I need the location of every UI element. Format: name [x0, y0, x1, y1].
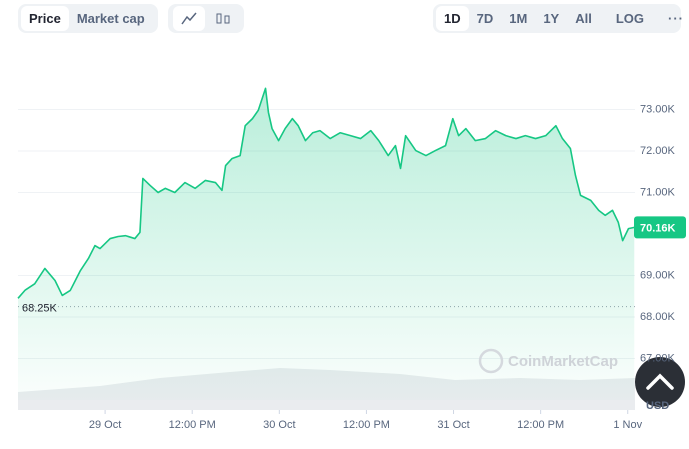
range-button[interactable]: 1M — [509, 11, 528, 26]
candle-icon[interactable] — [224, 15, 230, 24]
x-tick-label: 12:00 PM — [343, 419, 390, 431]
price-area — [18, 88, 635, 401]
y-tick-label: 67.00K — [640, 352, 676, 364]
line-icon — [181, 12, 197, 25]
range-button[interactable]: 7D — [476, 11, 494, 26]
x-tick-label: 29 Oct — [89, 419, 121, 431]
range-button[interactable]: All — [575, 11, 592, 26]
currency-label: USD — [646, 400, 669, 412]
style-icons — [173, 6, 230, 31]
y-tick-label: 68.00K — [640, 311, 676, 323]
price-line — [17, 87, 635, 299]
watermark-text: CoinMarketCap — [508, 353, 618, 370]
watermark: CoinMarketCap — [478, 348, 618, 374]
metric-toggle: Price Market cap — [18, 4, 158, 33]
x-tick-label: 12:00 PM — [517, 419, 564, 431]
y-tick-label: 73.00K — [640, 103, 676, 115]
x-tick-label: 12:00 PM — [169, 419, 216, 431]
scroll-top-button[interactable] — [635, 357, 685, 407]
x-tick-label: 30 Oct — [263, 419, 295, 431]
range-button[interactable]: 1Y — [543, 11, 560, 26]
market-cap-button[interactable]: Market cap — [76, 11, 145, 26]
range-button[interactable]: 1D — [436, 6, 469, 31]
y-tick-label: 72.00K — [640, 145, 676, 157]
chart-style-toggle — [168, 4, 244, 33]
price-button[interactable]: Price — [21, 6, 69, 31]
x-tick-label: 1 Nov — [613, 419, 642, 431]
range-toggle: 1D 7D 1M 1Y All LOG ··· — [433, 4, 683, 33]
candle-icon[interactable] — [216, 13, 222, 24]
y-tick-label: 69.00K — [640, 269, 676, 281]
log-button[interactable]: LOG — [615, 11, 645, 26]
current-price-label: 70.16K — [640, 222, 676, 234]
more-button[interactable]: ··· — [668, 11, 685, 26]
current-price-box — [634, 216, 686, 239]
reference-label: 68.25K — [22, 303, 58, 315]
scroll-top-icon — [646, 373, 674, 390]
y-tick-label: 71.00K — [640, 186, 676, 198]
x-tick-label: 31 Oct — [437, 419, 469, 431]
